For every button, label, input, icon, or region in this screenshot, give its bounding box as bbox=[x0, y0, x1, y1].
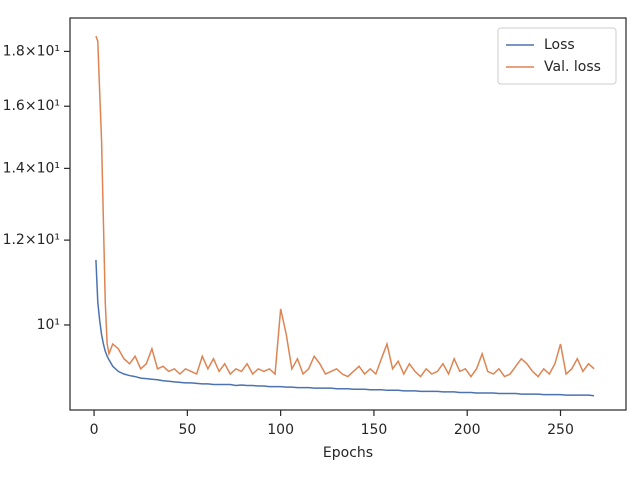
plot-frame bbox=[69, 17, 627, 411]
x-tick-label: 150 bbox=[361, 422, 388, 438]
x-tick-label: 100 bbox=[267, 422, 294, 438]
y-tick-label: 1.6×10¹ bbox=[3, 98, 60, 114]
y-tick-label: 1.8×10¹ bbox=[3, 43, 60, 59]
y-tick-label: 1.2×10¹ bbox=[3, 232, 60, 248]
series-line bbox=[95, 35, 595, 378]
x-axis-label: Epochs bbox=[323, 445, 373, 461]
y-tick-label: 10¹ bbox=[37, 317, 60, 333]
x-tick-label: 250 bbox=[547, 422, 574, 438]
legend-label: Val. loss bbox=[544, 59, 601, 75]
x-tick-label: 50 bbox=[178, 422, 196, 438]
series-line bbox=[95, 259, 595, 397]
legend-box bbox=[497, 27, 617, 85]
legend-label: Loss bbox=[544, 37, 575, 53]
y-tick-label: 1.4×10¹ bbox=[3, 160, 60, 176]
x-tick-label: 200 bbox=[454, 422, 481, 438]
x-tick-label: 0 bbox=[90, 422, 99, 438]
